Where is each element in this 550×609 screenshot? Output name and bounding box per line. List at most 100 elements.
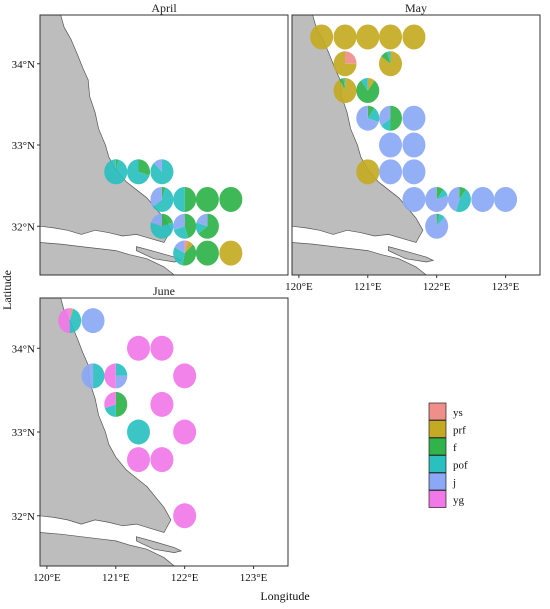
panel-title: May xyxy=(405,1,427,15)
pie-slice-f xyxy=(436,186,444,200)
station-pie xyxy=(425,213,449,239)
pie-slice-yg xyxy=(173,363,197,389)
pie-slice-pof xyxy=(93,363,105,389)
pie-slice-yg xyxy=(150,447,174,473)
station-pie xyxy=(195,240,219,266)
pie-slice-yg xyxy=(150,335,174,361)
pie-slice-pof xyxy=(173,226,189,239)
land-south xyxy=(40,532,175,566)
legend-label-pof: pof xyxy=(453,460,468,472)
pie-slice-f xyxy=(184,213,197,239)
station-pie xyxy=(494,186,518,212)
legend-swatch-j xyxy=(428,472,447,491)
pie-slice-pof xyxy=(436,214,445,227)
y-tick-label: 33°N xyxy=(12,140,35,152)
x-tick-label: 123°E xyxy=(492,281,520,293)
station-pie xyxy=(333,51,357,77)
pie-slice-j xyxy=(81,308,105,334)
land-mass xyxy=(292,15,424,243)
panel-title: April xyxy=(151,1,177,15)
land xyxy=(40,298,183,566)
legend-swatch-pof xyxy=(428,455,447,473)
pie-slice-pof xyxy=(361,78,368,91)
pie-slice-j xyxy=(379,132,403,158)
pie-slice-f xyxy=(182,244,197,266)
pie-slice-prf xyxy=(367,78,375,91)
pie-slice-prf xyxy=(379,24,403,50)
pie-slice-f xyxy=(459,186,467,200)
island xyxy=(388,246,435,263)
pie-slice-yg xyxy=(104,363,116,389)
pie-slice-prf xyxy=(184,241,194,254)
pie-slice-j xyxy=(425,213,449,239)
pie-slice-pof xyxy=(150,222,174,239)
legend-swatch-ys xyxy=(428,402,447,421)
pie-slice-pof xyxy=(152,187,174,212)
pie-slice-prf xyxy=(402,24,426,50)
station-pie xyxy=(356,24,380,50)
station-pie xyxy=(127,159,151,185)
station-pie xyxy=(356,159,380,185)
pie-slice-j xyxy=(173,213,185,231)
y-tick-label: 32°N xyxy=(12,221,35,233)
pie-slice-j xyxy=(379,105,391,126)
land xyxy=(292,15,435,275)
station-pie xyxy=(104,363,128,389)
pie-slice-j xyxy=(150,186,162,207)
pie-slice-f xyxy=(198,213,219,239)
pie-slice-f xyxy=(436,213,440,227)
pie-slice-f xyxy=(161,213,173,227)
pie-slice-f xyxy=(367,105,375,119)
station-pie xyxy=(379,24,403,50)
x-tick-label: 121°E xyxy=(354,281,382,293)
pie-slice-f xyxy=(195,240,219,266)
station-pie xyxy=(356,105,380,131)
panel-frame xyxy=(291,14,541,276)
station-pie xyxy=(150,186,174,212)
station-pie xyxy=(127,335,151,361)
pie-slice-pof xyxy=(104,159,128,185)
pie-slice-j xyxy=(151,213,162,227)
land-south xyxy=(292,242,427,275)
pie-slice-yg xyxy=(127,447,151,473)
panel-april: April 32°N 33°N 34°N xyxy=(12,1,289,276)
pie-slice-pof xyxy=(386,51,391,64)
pie-slice-prf xyxy=(333,24,357,50)
pie-slice-ys xyxy=(184,240,189,254)
pie-slice-j xyxy=(402,159,426,185)
legend-swatch-yg xyxy=(428,490,447,508)
pie-slice-yg xyxy=(58,308,70,334)
station-pie xyxy=(310,24,334,50)
y-axis-label: Latitude xyxy=(0,270,14,310)
station-pie xyxy=(58,308,82,334)
pie-slice-f xyxy=(115,159,119,172)
station-pie xyxy=(219,186,243,212)
pie-layer xyxy=(58,308,197,529)
station-pie xyxy=(447,186,471,212)
x-tick-label: 122°E xyxy=(423,281,451,293)
y-tick-label: 34°N xyxy=(12,343,35,355)
pie-slice-pof xyxy=(104,404,116,417)
pie-slice-prf xyxy=(356,24,380,50)
station-pie xyxy=(150,335,174,361)
x-tick-label: 120°E xyxy=(285,281,313,293)
pie-slice-pof xyxy=(150,159,174,185)
pie-slice-yg xyxy=(150,391,174,417)
station-pie xyxy=(471,186,495,212)
station-pie xyxy=(356,78,380,104)
pie-slice-j xyxy=(379,159,403,185)
pie-slice-j xyxy=(425,186,449,212)
land xyxy=(40,15,183,275)
pie-slice-prf xyxy=(356,159,380,185)
pie-slice-pof xyxy=(115,363,128,376)
station-pie xyxy=(195,186,219,212)
y-tick-label: 33°N xyxy=(12,427,35,439)
station-pie xyxy=(173,503,197,529)
legend-swatch-f xyxy=(428,437,447,456)
x-tick-label: 122°E xyxy=(171,572,199,584)
legend-label-yg: yg xyxy=(453,495,465,507)
station-pie xyxy=(333,24,357,50)
pie-slice-pof xyxy=(367,108,380,123)
x-tick-label: 123°E xyxy=(240,572,268,584)
pie-slice-j xyxy=(115,375,128,389)
